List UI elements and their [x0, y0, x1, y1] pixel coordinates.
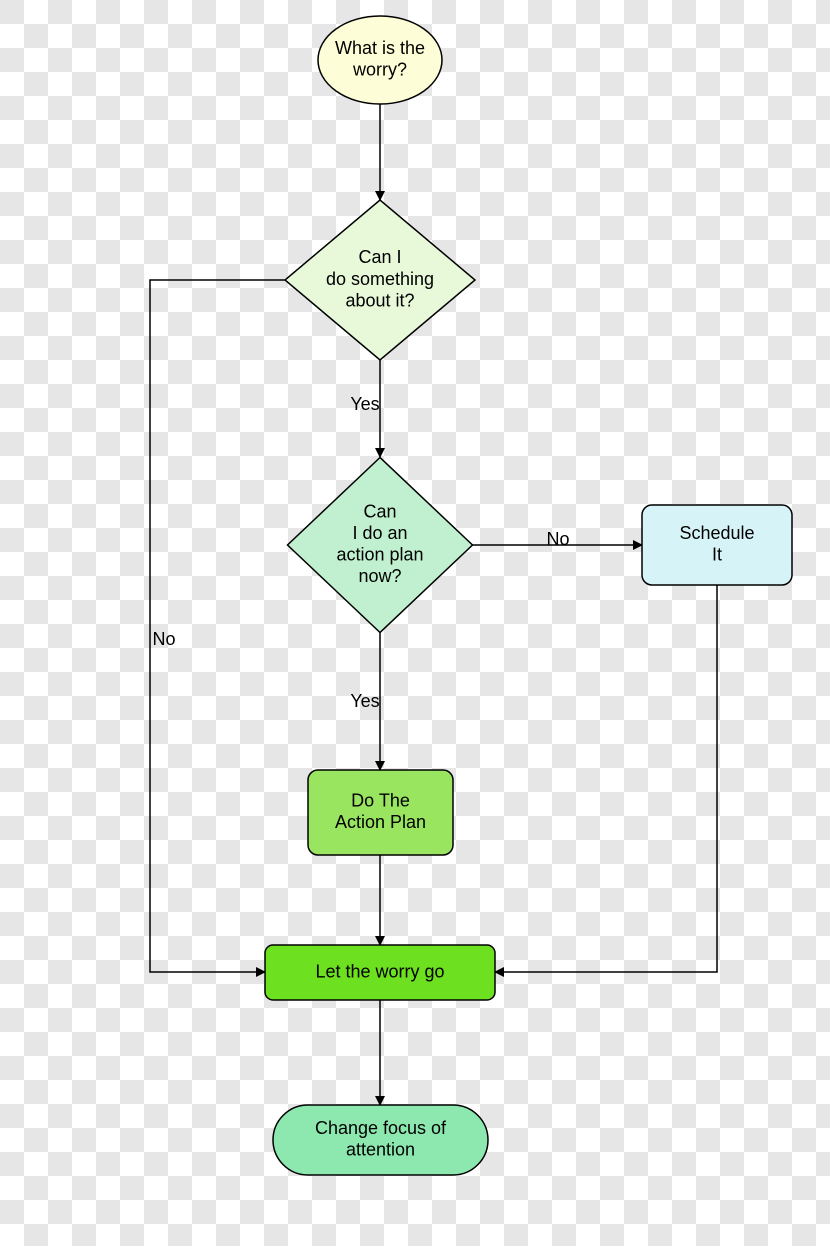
node-change_focus-line-1: attention: [346, 1140, 415, 1160]
node-can_do-line-0: Can I: [358, 247, 401, 267]
node-do_plan: Do TheAction Plan: [308, 770, 453, 855]
node-can_do-line-2: about it?: [345, 290, 414, 310]
edge-label-e_can_do_no: No: [152, 629, 175, 649]
node-change_focus-line-0: Change focus of: [315, 1118, 447, 1138]
node-can_plan-line-1: I do an: [352, 523, 407, 543]
edge-label-e_can_plan_yes: Yes: [350, 691, 379, 711]
node-schedule-line-1: It: [712, 545, 722, 565]
edge-label-e_can_plan_no: No: [546, 529, 569, 549]
node-change_focus: Change focus ofattention: [273, 1105, 488, 1175]
node-start-line-0: What is the: [335, 38, 425, 58]
flowchart-canvas: Yes No Yes No What is theworry? Can Ido somet…: [0, 0, 830, 1246]
node-do_plan-line-1: Action Plan: [335, 812, 426, 832]
node-schedule-line-0: Schedule: [679, 523, 754, 543]
node-schedule: ScheduleIt: [642, 505, 792, 585]
node-start: What is theworry?: [318, 16, 442, 104]
node-do_plan-line-0: Do The: [351, 790, 410, 810]
node-let_go: Let the worry go: [265, 945, 495, 1000]
edge-label-e_can_do_yes: Yes: [350, 394, 379, 414]
node-can_plan-line-0: Can: [363, 501, 396, 521]
node-can_plan-line-3: now?: [358, 566, 401, 586]
node-can_plan-line-2: action plan: [336, 545, 423, 565]
node-let_go-line-0: Let the worry go: [315, 961, 444, 981]
node-start-line-1: worry?: [352, 60, 407, 80]
node-can_do-line-1: do something: [326, 269, 434, 289]
